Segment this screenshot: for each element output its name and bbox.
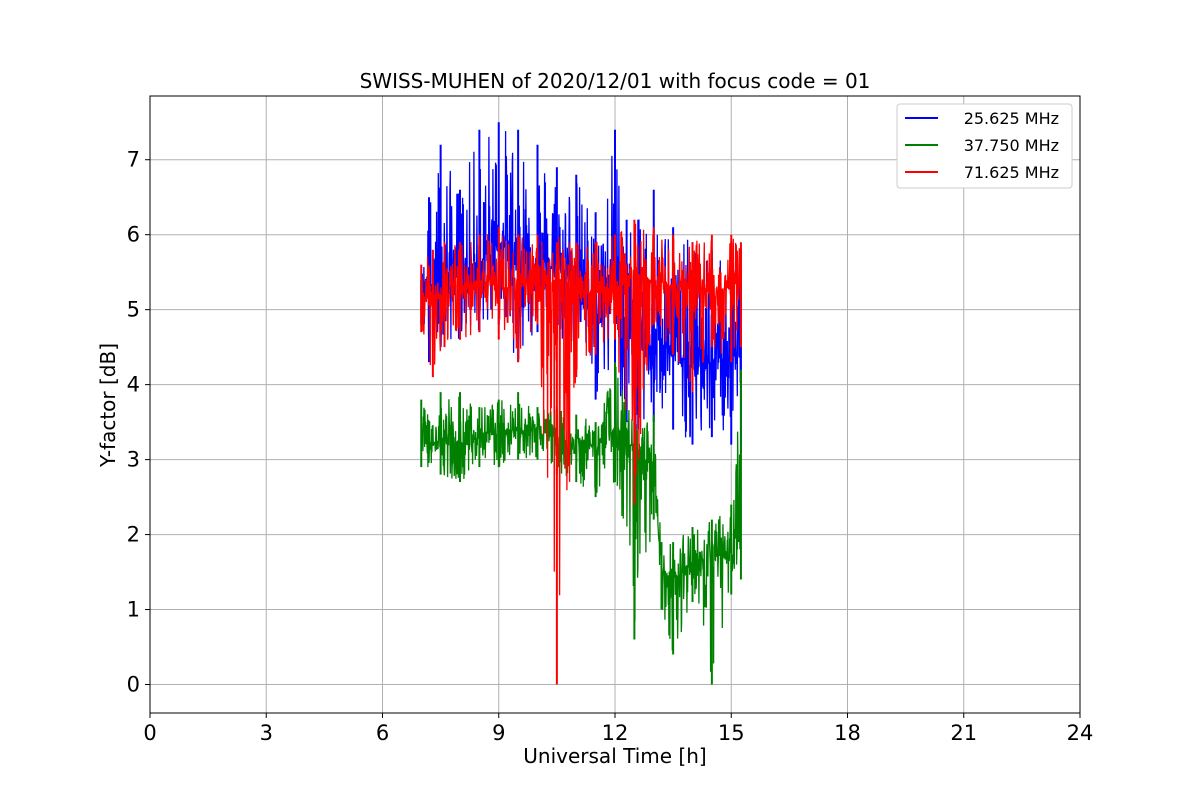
y-tick-label: 0 [127,673,140,697]
x-tick-label: 0 [143,721,156,745]
series-1 [420,362,742,685]
legend-entry: 37.750 MHz [905,136,1059,155]
x-tick-label: 18 [834,721,861,745]
series-line [420,366,742,672]
x-tick-label: 21 [950,721,977,745]
x-tick-label: 9 [492,721,505,745]
x-tick-label: 24 [1067,721,1094,745]
legend-frame [896,103,1073,189]
series-2 [420,219,742,685]
legend-label: 25.625 MHz [964,109,1059,128]
y-tick-label: 4 [127,373,140,397]
x-tick-label: 6 [376,721,389,745]
x-axis-label: Universal Time [h] [523,744,706,768]
chart-title: SWISS-MUHEN of 2020/12/01 with focus cod… [360,69,871,93]
traces [420,122,742,685]
series-line [420,223,742,596]
y-tick-label: 6 [127,223,140,247]
legend-entry: 25.625 MHz [905,109,1059,128]
y-axis-label: Y-factor [dB] [96,343,120,468]
y-tick-label: 7 [127,148,140,172]
y-tick-label: 1 [127,598,140,622]
legend-label: 71.625 MHz [964,163,1059,182]
x-tick-label: 15 [718,721,745,745]
legend: 25.625 MHz 37.750 MHz 71.625 MHz [896,103,1073,189]
y-tick-label: 5 [127,298,140,322]
y-tick-label: 3 [127,448,140,472]
x-tick-label: 12 [602,721,629,745]
x-tick-label: 3 [260,721,273,745]
y-tick-label: 2 [127,523,140,547]
legend-label: 37.750 MHz [964,136,1059,155]
legend-entry: 71.625 MHz [905,163,1059,182]
